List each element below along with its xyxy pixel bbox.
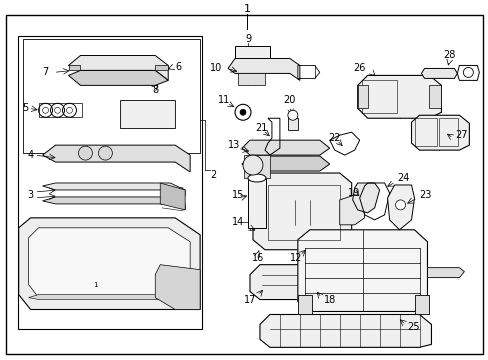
Circle shape bbox=[287, 110, 297, 120]
Text: 16: 16 bbox=[251, 253, 264, 263]
Polygon shape bbox=[414, 294, 428, 315]
Text: 25: 25 bbox=[407, 323, 419, 332]
Text: 6: 6 bbox=[175, 62, 181, 72]
Polygon shape bbox=[339, 195, 364, 225]
Polygon shape bbox=[421, 68, 456, 78]
Bar bbox=[120, 100, 175, 128]
Polygon shape bbox=[238, 73, 264, 85]
Polygon shape bbox=[68, 55, 168, 80]
Polygon shape bbox=[244, 155, 269, 178]
Text: 22: 22 bbox=[327, 133, 340, 143]
Polygon shape bbox=[357, 75, 441, 118]
Bar bbox=[18, 36, 202, 329]
Bar bbox=[361, 80, 396, 113]
Text: 23: 23 bbox=[419, 190, 431, 200]
Polygon shape bbox=[387, 185, 414, 230]
Polygon shape bbox=[297, 230, 427, 311]
Text: 18: 18 bbox=[323, 294, 335, 305]
Text: 21: 21 bbox=[254, 123, 267, 133]
Ellipse shape bbox=[247, 174, 265, 182]
Text: 1: 1 bbox=[93, 282, 98, 288]
Text: 2: 2 bbox=[210, 170, 216, 180]
Text: 3: 3 bbox=[27, 190, 34, 200]
Polygon shape bbox=[42, 145, 190, 172]
Polygon shape bbox=[155, 66, 168, 71]
Text: 26: 26 bbox=[353, 63, 365, 73]
Polygon shape bbox=[42, 183, 185, 196]
Polygon shape bbox=[357, 85, 367, 108]
Polygon shape bbox=[260, 315, 430, 347]
Circle shape bbox=[240, 109, 245, 115]
Polygon shape bbox=[155, 265, 200, 310]
Text: 1: 1 bbox=[243, 4, 250, 14]
Text: 14: 14 bbox=[232, 217, 244, 227]
Text: 11: 11 bbox=[218, 95, 230, 105]
Polygon shape bbox=[19, 218, 200, 310]
Text: 5: 5 bbox=[22, 103, 29, 113]
Text: 9: 9 bbox=[244, 33, 250, 44]
Polygon shape bbox=[227, 58, 299, 80]
Text: 17: 17 bbox=[244, 294, 256, 305]
Bar bbox=[39, 103, 82, 117]
Bar bbox=[414, 118, 437, 146]
Text: 24: 24 bbox=[397, 173, 409, 183]
Circle shape bbox=[78, 146, 92, 160]
Text: 12: 12 bbox=[289, 253, 302, 263]
Text: 7: 7 bbox=[42, 67, 49, 77]
Polygon shape bbox=[68, 71, 168, 85]
Polygon shape bbox=[427, 268, 464, 278]
Polygon shape bbox=[242, 140, 329, 155]
Polygon shape bbox=[42, 197, 185, 210]
Circle shape bbox=[235, 104, 250, 120]
Bar bbox=[267, 185, 339, 240]
Text: 19: 19 bbox=[347, 188, 359, 198]
Text: 4: 4 bbox=[27, 150, 34, 160]
Polygon shape bbox=[249, 265, 341, 300]
Circle shape bbox=[395, 200, 405, 210]
Polygon shape bbox=[252, 173, 351, 250]
Polygon shape bbox=[352, 183, 379, 213]
Bar bbox=[439, 118, 457, 146]
Polygon shape bbox=[29, 228, 190, 298]
Text: 15: 15 bbox=[232, 190, 244, 200]
Circle shape bbox=[243, 155, 263, 175]
Polygon shape bbox=[68, 66, 81, 71]
Bar bbox=[22, 39, 200, 153]
Text: 27: 27 bbox=[454, 130, 467, 140]
Circle shape bbox=[98, 146, 112, 160]
Text: 13: 13 bbox=[227, 140, 240, 150]
Text: 8: 8 bbox=[152, 85, 158, 95]
Text: 28: 28 bbox=[442, 50, 455, 60]
Bar bbox=[235, 45, 269, 71]
Polygon shape bbox=[297, 294, 311, 315]
Polygon shape bbox=[29, 294, 190, 300]
Polygon shape bbox=[160, 183, 185, 210]
Polygon shape bbox=[428, 85, 441, 108]
Polygon shape bbox=[242, 156, 329, 171]
Text: 20: 20 bbox=[283, 95, 295, 105]
Polygon shape bbox=[411, 115, 468, 150]
Polygon shape bbox=[287, 118, 297, 130]
Text: 10: 10 bbox=[209, 63, 222, 73]
Bar bbox=[247, 178, 265, 228]
